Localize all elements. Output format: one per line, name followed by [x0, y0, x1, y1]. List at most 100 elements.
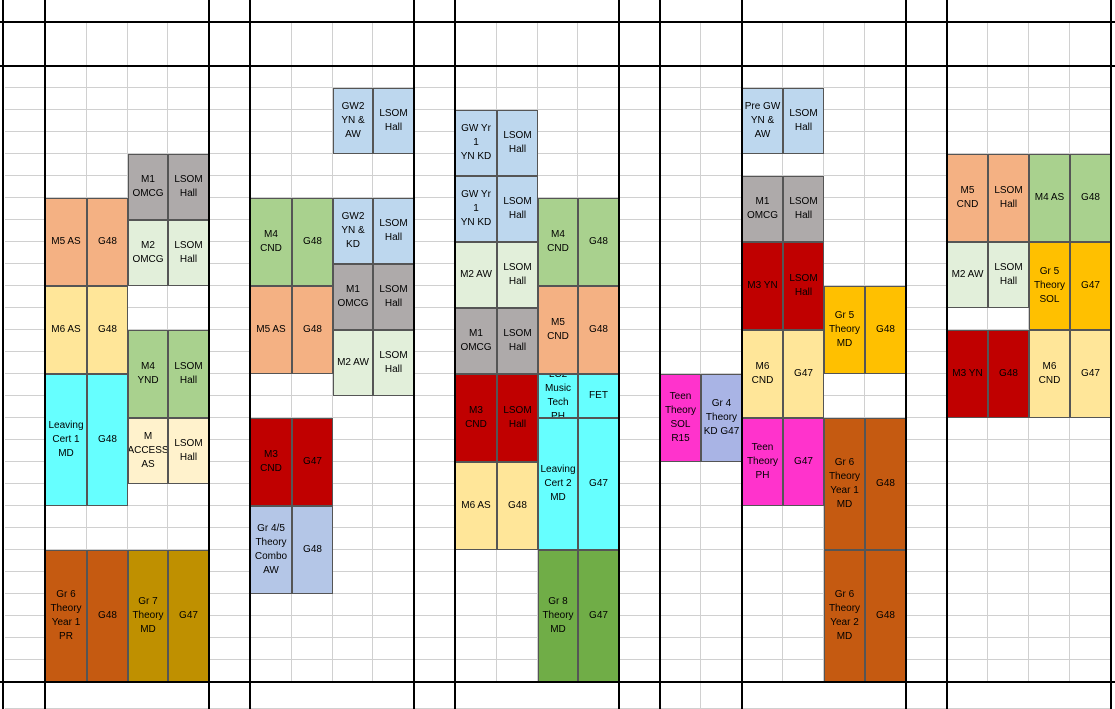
empty-slot[interactable] — [250, 374, 292, 396]
empty-slot[interactable] — [660, 176, 701, 198]
class-block[interactable]: Gr 4 Theory KD G47 — [701, 374, 742, 462]
empty-slot[interactable] — [578, 88, 619, 110]
class-block[interactable]: M2 AW — [455, 242, 497, 308]
empty-slot[interactable] — [1070, 88, 1111, 110]
day-header[interactable] — [455, 0, 619, 22]
class-block[interactable]: M3 YN — [742, 242, 783, 330]
empty-slot[interactable] — [373, 418, 414, 440]
empty-slot[interactable] — [660, 88, 701, 110]
class-block[interactable]: G47 — [578, 550, 619, 682]
empty-slot[interactable] — [1070, 484, 1111, 506]
empty-slot[interactable] — [783, 528, 824, 550]
empty-slot[interactable] — [373, 550, 414, 572]
empty-slot[interactable] — [1029, 572, 1070, 594]
class-block[interactable]: Gr 5 Theory MD — [824, 286, 865, 374]
class-block[interactable]: LSOM Hall — [168, 154, 209, 220]
empty-slot[interactable] — [333, 572, 373, 594]
empty-slot[interactable] — [701, 88, 742, 110]
empty-slot[interactable] — [1070, 638, 1111, 660]
empty-slot[interactable] — [1070, 506, 1111, 528]
empty-slot[interactable] — [742, 616, 783, 638]
empty-slot[interactable] — [701, 242, 742, 264]
empty-slot[interactable] — [1029, 484, 1070, 506]
empty-slot[interactable] — [373, 528, 414, 550]
class-block[interactable]: M5 CND — [538, 286, 578, 374]
empty-slot[interactable] — [250, 132, 292, 154]
empty-slot[interactable] — [865, 88, 906, 110]
empty-slot[interactable] — [373, 66, 414, 88]
empty-slot[interactable] — [373, 396, 414, 418]
empty-slot[interactable] — [947, 572, 988, 594]
empty-slot[interactable] — [947, 528, 988, 550]
class-block[interactable]: G48 — [87, 286, 128, 374]
empty-slot[interactable] — [660, 638, 701, 660]
empty-slot[interactable] — [1029, 88, 1070, 110]
empty-slot[interactable] — [660, 550, 701, 572]
empty-slot[interactable] — [988, 638, 1029, 660]
empty-slot[interactable] — [1029, 550, 1070, 572]
day-header[interactable] — [947, 0, 1111, 22]
empty-slot[interactable] — [373, 660, 414, 682]
empty-slot[interactable] — [660, 528, 701, 550]
empty-slot[interactable] — [1070, 616, 1111, 638]
class-block[interactable]: G47 — [1070, 330, 1111, 418]
empty-slot[interactable] — [128, 88, 168, 110]
empty-slot[interactable] — [742, 66, 783, 88]
empty-slot[interactable] — [333, 528, 373, 550]
class-block[interactable]: LSOM Hall — [497, 374, 538, 462]
empty-slot[interactable] — [497, 550, 538, 572]
empty-slot[interactable] — [333, 462, 373, 484]
class-block[interactable]: M6 AS — [45, 286, 87, 374]
empty-slot[interactable] — [783, 660, 824, 682]
empty-slot[interactable] — [988, 462, 1029, 484]
empty-slot[interactable] — [824, 110, 865, 132]
class-block[interactable]: G47 — [292, 418, 333, 506]
class-block[interactable]: G47 — [783, 330, 824, 418]
class-block[interactable]: G48 — [87, 374, 128, 506]
empty-slot[interactable] — [701, 616, 742, 638]
empty-slot[interactable] — [87, 110, 128, 132]
empty-slot[interactable] — [660, 462, 701, 484]
class-block[interactable]: M6 AS — [455, 462, 497, 550]
empty-slot[interactable] — [742, 506, 783, 528]
empty-slot[interactable] — [45, 110, 87, 132]
empty-slot[interactable] — [292, 638, 333, 660]
class-block[interactable]: M3 CND — [455, 374, 497, 462]
empty-slot[interactable] — [1070, 132, 1111, 154]
class-block[interactable]: G47 — [783, 418, 824, 506]
empty-slot[interactable] — [742, 594, 783, 616]
empty-slot[interactable] — [250, 154, 292, 176]
empty-slot[interactable] — [988, 66, 1029, 88]
empty-slot[interactable] — [292, 660, 333, 682]
empty-slot[interactable] — [824, 264, 865, 286]
empty-slot[interactable] — [578, 176, 619, 198]
class-block[interactable]: Pre GW YN & AW — [742, 88, 783, 154]
empty-slot[interactable] — [947, 484, 988, 506]
empty-slot[interactable] — [988, 132, 1029, 154]
empty-slot[interactable] — [824, 198, 865, 220]
class-block[interactable]: M ACCESS AS — [128, 418, 168, 484]
empty-slot[interactable] — [45, 506, 87, 528]
class-block[interactable]: LSOM Hall — [373, 88, 414, 154]
empty-slot[interactable] — [168, 286, 209, 308]
empty-slot[interactable] — [660, 110, 701, 132]
empty-slot[interactable] — [292, 176, 333, 198]
empty-slot[interactable] — [1029, 110, 1070, 132]
class-block[interactable]: G48 — [292, 506, 333, 594]
empty-slot[interactable] — [988, 308, 1029, 330]
empty-slot[interactable] — [128, 286, 168, 308]
empty-slot[interactable] — [865, 66, 906, 88]
empty-slot[interactable] — [865, 374, 906, 396]
empty-slot[interactable] — [1070, 440, 1111, 462]
class-block[interactable]: LSOM Hall — [497, 176, 538, 242]
empty-slot[interactable] — [455, 88, 497, 110]
empty-slot[interactable] — [128, 528, 168, 550]
empty-slot[interactable] — [701, 176, 742, 198]
empty-slot[interactable] — [128, 506, 168, 528]
empty-slot[interactable] — [947, 638, 988, 660]
empty-slot[interactable] — [455, 616, 497, 638]
class-block[interactable]: M2 AW — [947, 242, 988, 308]
empty-slot[interactable] — [250, 176, 292, 198]
empty-slot[interactable] — [45, 154, 87, 176]
empty-slot[interactable] — [783, 506, 824, 528]
